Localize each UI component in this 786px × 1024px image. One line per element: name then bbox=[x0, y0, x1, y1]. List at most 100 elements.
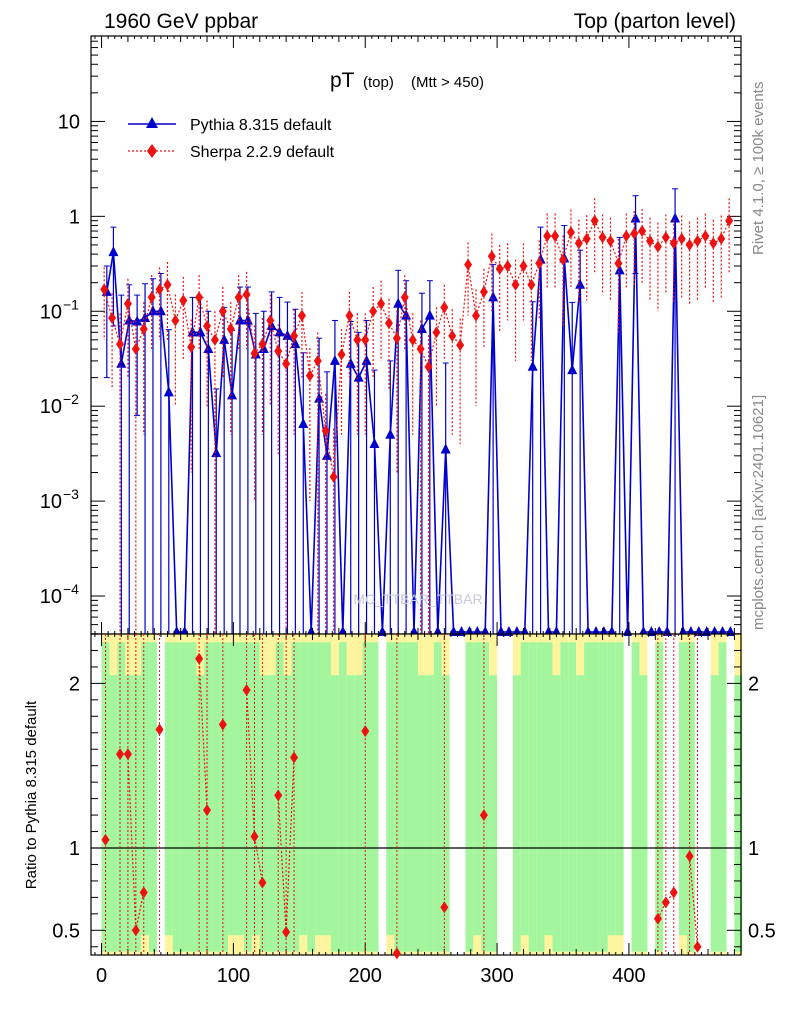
sherpa-point bbox=[321, 424, 330, 437]
pythia-point bbox=[147, 305, 158, 316]
sherpa-point bbox=[638, 225, 647, 238]
ratio-panel: 0 100 200 300 400 0.5 0.5 1 1 2 2 bbox=[52, 36, 776, 987]
ratio-band-inner bbox=[291, 642, 300, 952]
sherpa-point bbox=[614, 257, 623, 270]
pythia-point bbox=[527, 360, 538, 371]
ratio-band-inner bbox=[386, 642, 395, 936]
ratio-band-inner bbox=[718, 642, 727, 952]
ratio-band-inner bbox=[520, 642, 529, 936]
y-tick-label: 2 bbox=[69, 673, 80, 695]
pythia-point bbox=[416, 323, 427, 334]
sherpa-point bbox=[606, 234, 615, 247]
sherpa-point bbox=[392, 332, 401, 345]
ratio-point bbox=[653, 912, 662, 925]
sherpa-point bbox=[503, 259, 512, 272]
sherpa-point bbox=[709, 237, 718, 250]
sherpa-point bbox=[408, 333, 417, 346]
ratio-band-inner bbox=[410, 642, 418, 952]
x-tick-label: 400 bbox=[612, 965, 645, 987]
pythia-point bbox=[155, 305, 166, 316]
ratio-band-inner bbox=[338, 642, 347, 952]
ratio-frame bbox=[90, 633, 742, 956]
pythia-point bbox=[345, 357, 356, 368]
y-tick-label-right: 1 bbox=[748, 838, 759, 860]
sherpa-point bbox=[693, 234, 702, 247]
pythia-point bbox=[298, 417, 309, 428]
ratio-band-inner bbox=[149, 642, 157, 952]
y-tick-exponent: −2 bbox=[63, 391, 79, 407]
ratio-point bbox=[361, 725, 370, 738]
sherpa-point bbox=[424, 360, 433, 373]
pythia-series bbox=[101, 188, 736, 636]
ratio-bands bbox=[101, 634, 743, 955]
sherpa-point bbox=[685, 238, 694, 251]
ratio-band-inner bbox=[686, 642, 695, 952]
y-tick-label-right: 2 bbox=[748, 673, 759, 695]
ratio-band-inner bbox=[267, 675, 276, 952]
ratio-point bbox=[242, 683, 251, 696]
sherpa-point bbox=[456, 339, 465, 352]
pythia-point bbox=[322, 449, 333, 460]
ratio-band-inner bbox=[180, 642, 189, 952]
ratio-point bbox=[250, 830, 259, 843]
ratio-band-inner bbox=[196, 675, 205, 952]
ratio-point bbox=[155, 723, 164, 736]
sherpa-point bbox=[598, 231, 607, 244]
pythia-point bbox=[108, 246, 119, 257]
ratio-band-inner bbox=[117, 642, 126, 952]
ratio-band-inner bbox=[402, 642, 411, 952]
ratio-band-inner bbox=[639, 675, 648, 952]
pythia-point bbox=[630, 212, 641, 223]
y-tick-label: 10 bbox=[40, 301, 62, 323]
pythia-point bbox=[567, 364, 578, 375]
sherpa-point bbox=[384, 317, 393, 330]
sherpa-point bbox=[203, 319, 212, 332]
ratio-band-inner bbox=[323, 642, 331, 936]
y-tick-label: 10 bbox=[40, 586, 62, 608]
ratio-band-inner bbox=[481, 642, 490, 952]
ratio-point bbox=[258, 876, 267, 889]
ratio-band-inner bbox=[259, 675, 268, 952]
header-left: 1960 GeV ppbar bbox=[104, 10, 258, 33]
x-axis: 0 100 200 300 400 bbox=[94, 36, 735, 987]
ratio-band-inner bbox=[679, 642, 687, 936]
y-tick-label: 0.5 bbox=[52, 920, 80, 942]
ratio-point bbox=[218, 718, 227, 731]
ratio-band-inner bbox=[109, 675, 118, 952]
pythia-point bbox=[234, 314, 245, 325]
ratio-band-inner bbox=[251, 642, 260, 936]
ratio-band-inner bbox=[346, 675, 355, 952]
x-tick-label: 300 bbox=[480, 965, 513, 987]
pythia-point bbox=[219, 333, 230, 344]
pythia-point bbox=[614, 264, 625, 275]
ratio-band-inner bbox=[125, 675, 134, 952]
pythia-point bbox=[393, 297, 404, 308]
pythia-point bbox=[369, 437, 380, 448]
pythia-point bbox=[282, 329, 293, 340]
sherpa-point bbox=[139, 323, 148, 336]
ratio-band-inner bbox=[101, 642, 110, 952]
sherpa-point bbox=[210, 333, 219, 346]
sherpa-point bbox=[400, 291, 409, 304]
ratio-band-inner bbox=[576, 675, 585, 952]
sherpa-point bbox=[195, 291, 204, 304]
sherpa-point bbox=[353, 333, 362, 346]
ratio-band-inner bbox=[544, 642, 553, 936]
ratio-band-inner bbox=[433, 642, 442, 952]
x-tick-label: 100 bbox=[217, 965, 250, 987]
ratio-band-inner bbox=[607, 642, 616, 936]
ratio-point bbox=[116, 748, 125, 761]
ratio-band-inner bbox=[307, 642, 316, 952]
ratio-band-inner bbox=[568, 642, 577, 952]
pythia-point bbox=[488, 291, 499, 302]
sherpa-point bbox=[574, 237, 583, 250]
ratio-band-inner bbox=[512, 675, 521, 952]
ratio-band-inner bbox=[330, 675, 339, 952]
pythia-point bbox=[314, 392, 325, 403]
main-title: pT (top) (Mtt > 450) bbox=[330, 69, 484, 92]
legend-sherpa-label: Sherpa 2.2.9 default bbox=[190, 144, 335, 161]
sherpa-point bbox=[179, 294, 188, 307]
sherpa-point bbox=[487, 250, 496, 263]
legend-pythia-marker bbox=[146, 117, 158, 128]
